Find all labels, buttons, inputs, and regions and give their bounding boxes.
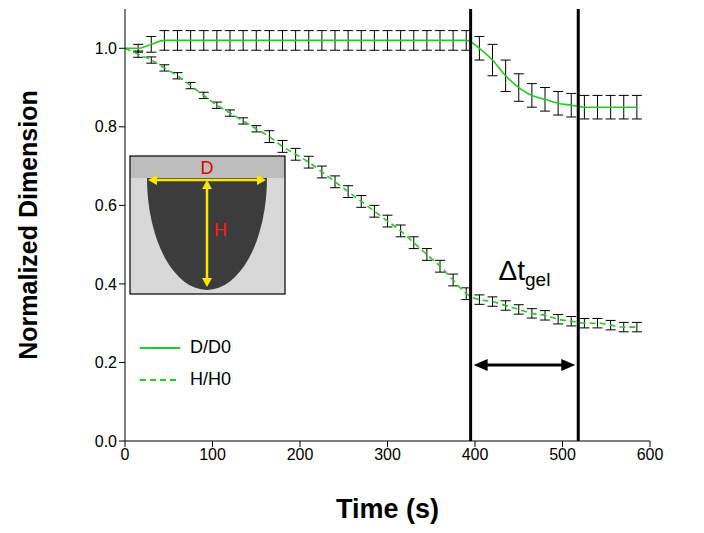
svg-text:1.0: 1.0 [95,40,117,57]
svg-text:D: D [201,158,214,178]
svg-text:Time (s): Time (s) [336,494,439,524]
svg-text:0.2: 0.2 [95,354,117,371]
svg-text:0.0: 0.0 [95,433,117,450]
svg-text:0: 0 [121,446,130,463]
svg-text:200: 200 [287,446,314,463]
svg-text:400: 400 [462,446,489,463]
svg-text:300: 300 [374,446,401,463]
svg-text:H/H0: H/H0 [190,369,231,389]
svg-text:D/D0: D/D0 [190,337,231,357]
svg-text:500: 500 [549,446,576,463]
svg-text:Δtgel: Δtgel [499,255,551,290]
svg-text:100: 100 [199,446,226,463]
svg-text:Normalized Dimension: Normalized Dimension [14,90,42,360]
svg-text:H: H [214,220,227,240]
svg-text:0.4: 0.4 [95,276,117,293]
svg-text:600: 600 [637,446,664,463]
svg-text:0.8: 0.8 [95,118,117,135]
svg-text:0.6: 0.6 [95,197,117,214]
